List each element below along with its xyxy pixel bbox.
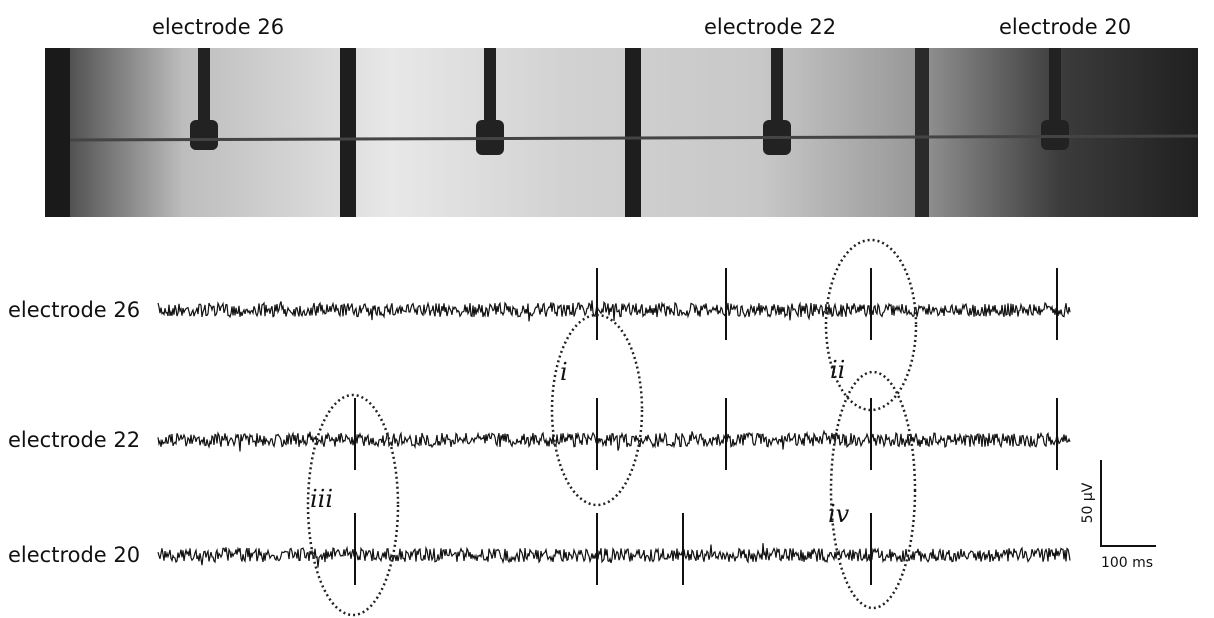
trace — [157, 429, 1071, 452]
scale-label: 50 µV — [1080, 482, 1096, 523]
highlight-ellipses — [306, 238, 918, 617]
traces — [157, 268, 1071, 585]
scale-bar — [1100, 460, 1156, 547]
trace-label: electrode 22 — [8, 428, 140, 452]
photo-label: electrode 20 — [999, 15, 1131, 39]
annotation: ii — [830, 356, 845, 384]
trace-label: electrode 20 — [8, 543, 140, 567]
photo-label: electrode 26 — [152, 15, 284, 39]
micrograph — [45, 48, 1199, 217]
trace-label: electrode 26 — [8, 298, 140, 322]
photo-label: electrode 22 — [704, 15, 836, 39]
annotation: iv — [828, 500, 850, 528]
annotation: i — [560, 358, 568, 386]
scale-label: 100 ms — [1101, 555, 1153, 571]
trace — [157, 543, 1071, 568]
annotation: iii — [310, 485, 333, 513]
trace — [157, 300, 1071, 322]
